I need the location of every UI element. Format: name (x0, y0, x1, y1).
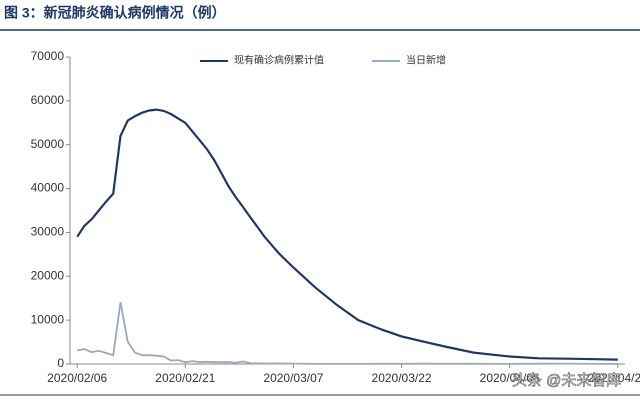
y-tick-label: 20000 (31, 268, 65, 282)
x-tick-label: 2020/03/07 (263, 371, 323, 385)
y-tick-label: 10000 (31, 312, 65, 326)
y-tick-label: 70000 (31, 49, 65, 63)
x-tick-label: 2020/02/06 (47, 371, 107, 385)
watermark: 头条 @未来智库 (512, 371, 621, 389)
x-tick-label: 2020/04/21 (588, 371, 640, 385)
y-tick-label: 0 (57, 356, 64, 370)
y-tick-label: 40000 (31, 181, 65, 195)
x-tick-label: 2020/03/22 (372, 371, 432, 385)
series-line (76, 108, 618, 361)
y-tick-label: 50000 (31, 137, 65, 151)
y-tick-label: 30000 (31, 225, 65, 239)
y-tick-label: 60000 (31, 93, 65, 107)
x-tick-label: 2020/04/06 (480, 371, 540, 385)
x-tick-label: 2020/02/21 (155, 371, 215, 385)
series-line (77, 302, 618, 365)
chart-title: 图 3：新冠肺炎确认病例情况（例） (4, 5, 226, 21)
legend-label: 当日新增 (406, 54, 446, 67)
legend-label: 现有确诊病例累计值 (234, 54, 324, 67)
